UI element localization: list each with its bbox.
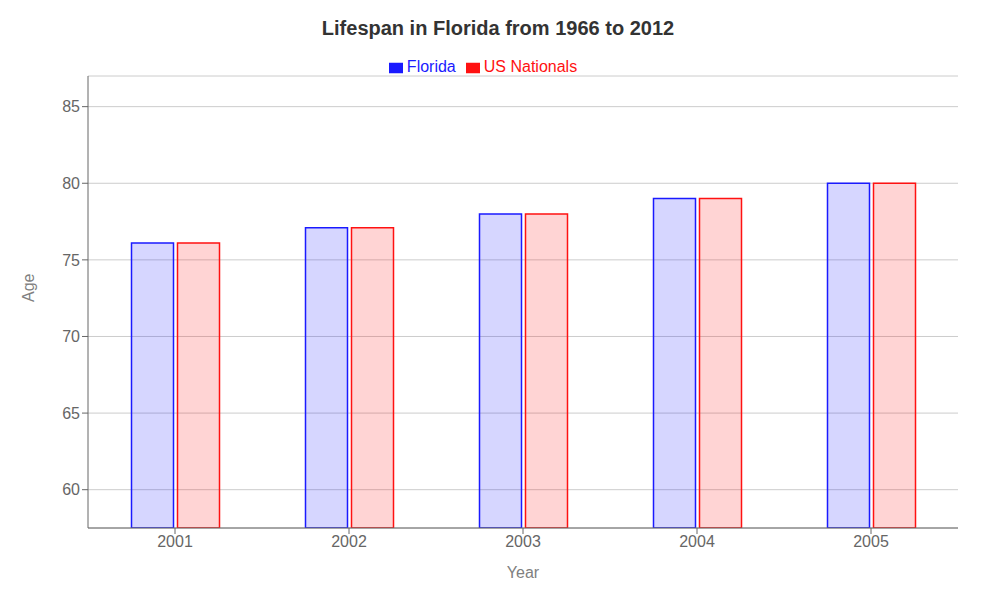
svg-text:85: 85 xyxy=(62,98,80,115)
svg-text:2004: 2004 xyxy=(679,533,715,550)
svg-text:80: 80 xyxy=(62,175,80,192)
svg-text:Age: Age xyxy=(20,273,37,302)
svg-text:75: 75 xyxy=(62,252,80,269)
svg-text:2002: 2002 xyxy=(331,533,367,550)
svg-text:2001: 2001 xyxy=(157,533,193,550)
svg-text:60: 60 xyxy=(62,481,80,498)
svg-text:70: 70 xyxy=(62,328,80,345)
html-text:Florida: Florida xyxy=(406,58,456,75)
svg-text:65: 65 xyxy=(62,405,80,422)
svg-text:Year: Year xyxy=(507,564,540,581)
svg-text:2005: 2005 xyxy=(853,533,889,550)
html-text:Lifespan in Florida from 1966: Lifespan in Florida from 1966 to 2012 xyxy=(321,17,675,39)
svg-text:2003: 2003 xyxy=(505,533,541,550)
html-text:US Nationals: US Nationals xyxy=(483,58,578,75)
